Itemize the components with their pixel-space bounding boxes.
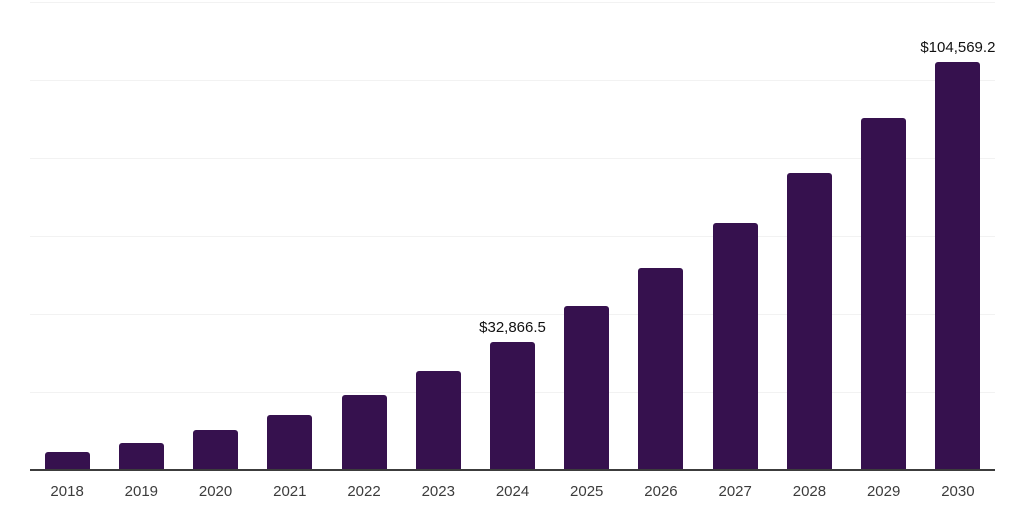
data-label-2024: $32,866.5 [479,318,546,336]
bar-2025 [564,306,610,470]
bar-2018 [44,452,90,470]
gridline-80000 [30,158,995,159]
bar-2030 [935,62,981,470]
bar-2028 [786,172,832,470]
bar-2021 [267,415,313,470]
x-tick-label-2018: 2018 [50,483,84,500]
bar-2027 [712,223,758,470]
x-tick-label-2020: 2020 [198,483,233,500]
bar-2020 [193,429,239,470]
bar-2019 [118,443,164,470]
x-tick-label-2019: 2019 [124,483,159,500]
x-tick-label-2021: 2021 [273,483,307,500]
bar-2023 [415,371,461,470]
bar-2029 [861,118,907,470]
x-tick-label-2026: 2026 [644,483,678,500]
gridline-100000 [30,80,995,81]
gridline-60000 [30,236,995,237]
plot-area: $32,866.5 $104,569.2 [30,2,995,470]
data-label-2030: $104,569.2 [920,39,996,57]
x-tick-label-2024: 2024 [495,483,530,500]
bar-2026 [638,267,684,470]
gridline-40000 [30,314,995,315]
gridline-120000 [30,2,995,3]
bar-2024 [490,341,535,470]
x-axis-line [30,469,995,471]
x-tick-label-2025: 2025 [570,483,604,500]
x-axis-labels: 2018 2019 2020 2021 2022 2023 2024 2025 2026 2027… [0,483,1024,503]
bar-2022 [341,395,387,470]
x-tick-label-2023: 2023 [421,483,455,500]
x-tick-label-2029: 2029 [866,483,901,500]
x-tick-label-2028: 2028 [792,483,827,500]
x-tick-label-2027: 2027 [718,483,752,500]
x-tick-label-2022: 2022 [347,483,381,500]
x-tick-label-2030: 2030 [941,483,975,500]
